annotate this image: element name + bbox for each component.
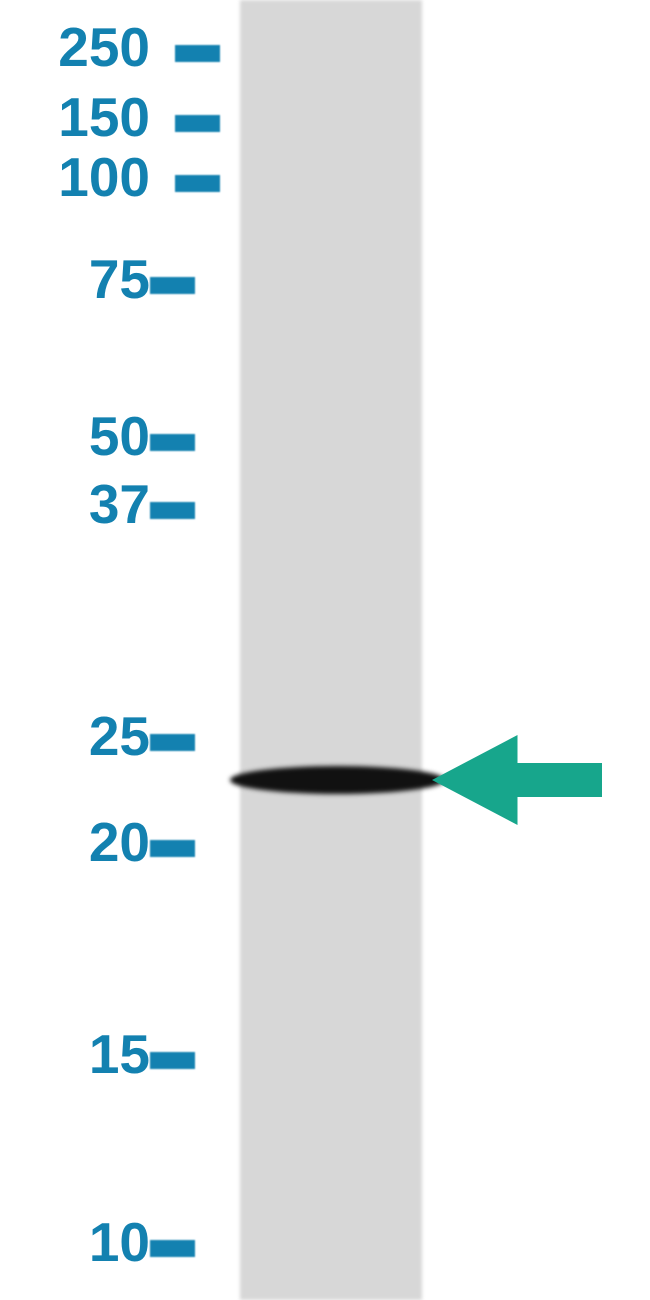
- marker-label: 25: [89, 709, 150, 764]
- marker-tick: [175, 45, 220, 62]
- marker-label: 250: [58, 20, 150, 75]
- western-blot-figure: 250 150100 75 50 37 25 20 15 10: [0, 0, 650, 1300]
- marker-label: 150: [58, 90, 150, 145]
- marker-tick: [150, 840, 195, 857]
- marker-label: 20: [89, 815, 150, 870]
- marker-tick: [175, 175, 220, 192]
- protein-band: [230, 766, 445, 794]
- marker-label: 37: [89, 477, 150, 532]
- marker-tick: [150, 1240, 195, 1257]
- marker-tick: [150, 434, 195, 451]
- marker-label: 100: [58, 150, 150, 205]
- marker-label: 50: [89, 409, 150, 464]
- marker-tick: [150, 1052, 195, 1069]
- marker-tick: [150, 734, 195, 751]
- arrow-icon: [432, 735, 602, 825]
- marker-tick: [150, 277, 195, 294]
- blot-lane: [240, 0, 422, 1300]
- marker-label: 75: [89, 252, 150, 307]
- marker-tick: [150, 502, 195, 519]
- marker-tick: [175, 115, 220, 132]
- marker-label: 15: [89, 1027, 150, 1082]
- marker-label: 10: [89, 1215, 150, 1270]
- band-indicator-arrow: [432, 735, 602, 825]
